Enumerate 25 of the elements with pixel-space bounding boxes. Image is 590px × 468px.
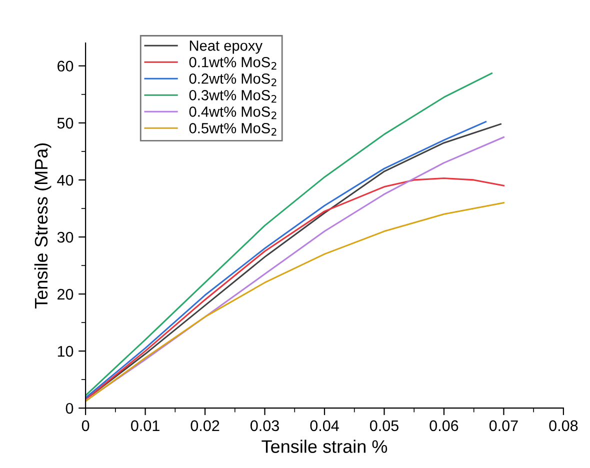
y-tick-label: 40 bbox=[57, 174, 74, 186]
y-axis-title: Tensile Stress (MPa) bbox=[34, 143, 52, 308]
y-tick-label: 20 bbox=[58, 288, 74, 300]
y-tick-label: 60 bbox=[58, 60, 74, 72]
y-tick-label: 0 bbox=[66, 402, 74, 414]
legend-label: 0.2wt% MoS$_{2}$ bbox=[189, 74, 276, 86]
x-tick-label: 0.04 bbox=[310, 420, 339, 432]
line-series bbox=[86, 72, 493, 396]
x-tick-label: 0 bbox=[82, 420, 90, 432]
y-tick-label: 50 bbox=[57, 118, 74, 129]
x-axis-title: Tensile strain % bbox=[262, 440, 388, 453]
x-tick-label: 0.06 bbox=[430, 420, 458, 432]
x-tick-label: 0.03 bbox=[250, 420, 279, 432]
x-tick-label: 0.01 bbox=[131, 420, 160, 432]
x-tick-label: 0.08 bbox=[549, 420, 578, 432]
x-tick-label: 0.05 bbox=[370, 420, 398, 432]
x-tick-label: 0.07 bbox=[489, 420, 518, 432]
legend-label: 0.1wt% MoS$_{2}$ bbox=[189, 56, 276, 70]
legend-label: Neat epoxy bbox=[190, 40, 262, 54]
x-tick-label: 0.02 bbox=[190, 420, 220, 432]
y-tick-label: 10 bbox=[58, 346, 74, 357]
y-tick-label: 30 bbox=[57, 232, 74, 243]
legend-label: 0.3wt% MoS$_{2}$ bbox=[189, 90, 276, 103]
legend-label: 0.5wt% MoS$_{2}$ bbox=[189, 123, 276, 136]
legend-label: 0.4wt% MoS$_{2}$ bbox=[189, 106, 276, 120]
